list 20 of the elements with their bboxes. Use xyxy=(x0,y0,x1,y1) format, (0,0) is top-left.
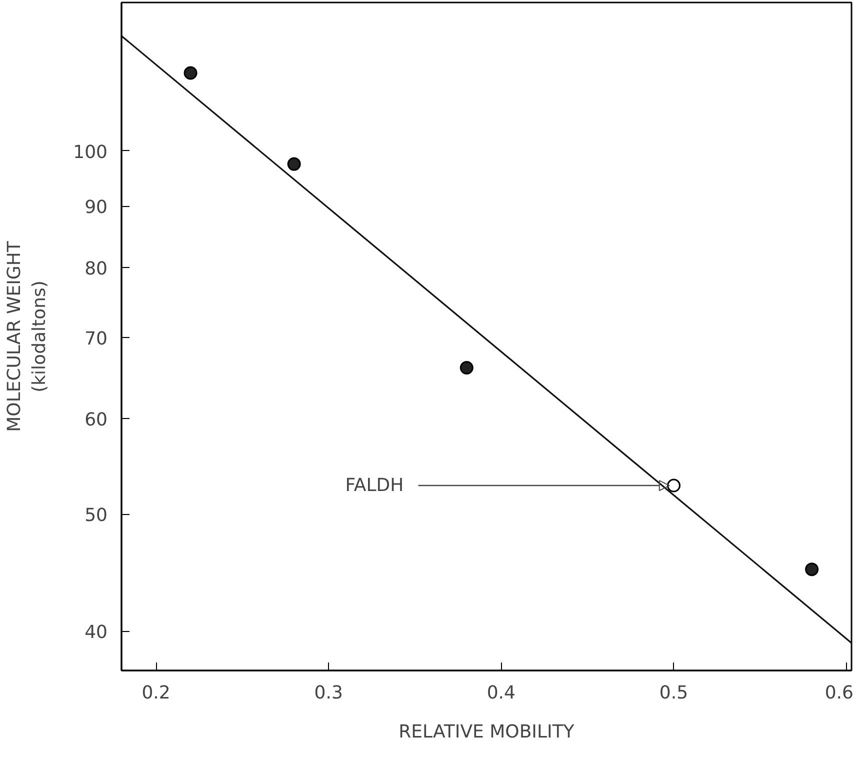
point xyxy=(460,361,474,375)
x-tick-label: 0.5 xyxy=(659,682,688,704)
x-tick-label: 0.4 xyxy=(486,682,516,704)
y-tick-label: 60 xyxy=(84,410,108,431)
x-axis-title: RELATIVE MOBILITY xyxy=(398,722,576,742)
point xyxy=(666,478,680,492)
y-tick-label: 70 xyxy=(84,328,108,350)
y-tick-label: 40 xyxy=(84,622,108,644)
point xyxy=(287,157,301,171)
point xyxy=(184,66,198,80)
y-axis-title: MOLECULAR WEIGHT (kilodaltons) xyxy=(4,240,50,432)
x-tick-label: 0.6 xyxy=(824,682,853,704)
y-tick-label: 100 xyxy=(73,142,108,163)
y-tick-label: 50 xyxy=(84,505,108,526)
x-tick-label: 0.2 xyxy=(142,682,170,704)
annotation: FALDH xyxy=(345,475,404,496)
x-tick-label: 0.3 xyxy=(314,682,343,704)
point xyxy=(805,562,819,576)
y-tick-label: 90 xyxy=(84,197,108,218)
y-tick-label: 80 xyxy=(84,258,108,280)
